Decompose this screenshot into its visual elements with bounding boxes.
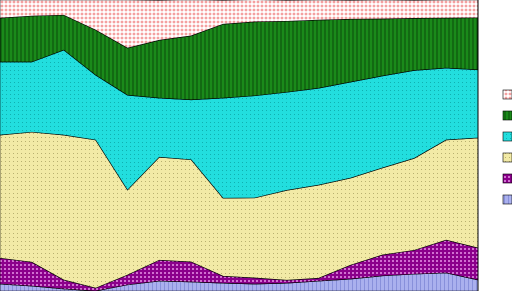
- legend-swatch: [502, 89, 512, 100]
- legend-swatch: [502, 110, 512, 121]
- legend-swatch: [502, 194, 512, 205]
- legend-swatch: [502, 152, 512, 163]
- legend-swatch: [502, 131, 512, 142]
- legend-swatch: [502, 173, 512, 184]
